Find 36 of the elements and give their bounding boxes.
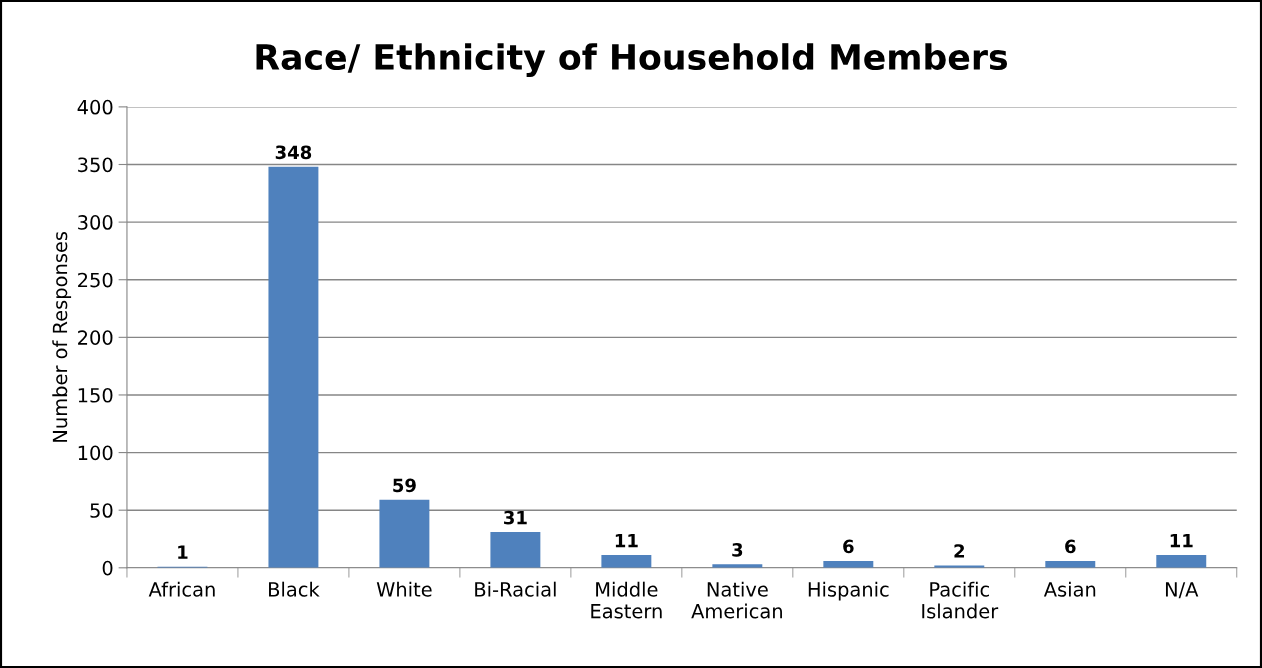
- x-tick-label: Bi-Racial: [475, 581, 556, 597]
- y-tick-label: 400: [77, 99, 113, 115]
- y-tick-label: 350: [78, 157, 113, 173]
- data-label: 11: [1170, 534, 1193, 548]
- y-tick-label: 0: [102, 560, 113, 576]
- data-label: 2: [954, 544, 965, 558]
- y-tick-label: 150: [78, 387, 113, 403]
- y-tick-label: 100: [78, 445, 113, 461]
- x-tick-label: Hispanic: [808, 581, 889, 601]
- bar: [601, 555, 652, 568]
- data-label: 59: [393, 478, 416, 493]
- x-tick-label: African: [148, 581, 215, 597]
- y-tick-label: 250: [78, 272, 113, 288]
- x-tick-label: Middle Eastern: [591, 581, 662, 619]
- x-tick-label: Native American: [691, 581, 782, 619]
- x-tick-label: N/A: [1165, 582, 1199, 599]
- y-tick-label: 300: [78, 215, 113, 230]
- data-label: 31: [504, 510, 527, 525]
- data-label: 1: [178, 545, 188, 559]
- y-axis-title: Number of Responses: [52, 231, 72, 442]
- x-tick-label: White: [376, 581, 432, 597]
- y-tick-label: 50: [90, 503, 113, 518]
- chart-title: Race/ Ethnicity of Household Members: [256, 43, 1008, 78]
- x-tick-label: Pacific Islander: [922, 581, 999, 619]
- bar: [379, 499, 430, 568]
- data-label: 6: [843, 539, 854, 554]
- data-label: 11: [615, 534, 638, 548]
- y-tick-label: 200: [78, 330, 113, 345]
- bar: [268, 166, 319, 568]
- x-tick-label: Asian: [1043, 581, 1096, 597]
- data-label: 6: [1065, 539, 1076, 554]
- x-tick-label: Black: [269, 581, 320, 597]
- bar: [490, 532, 541, 568]
- data-label: 348: [275, 145, 312, 160]
- data-label: 3: [732, 543, 743, 557]
- bar: [1156, 555, 1207, 568]
